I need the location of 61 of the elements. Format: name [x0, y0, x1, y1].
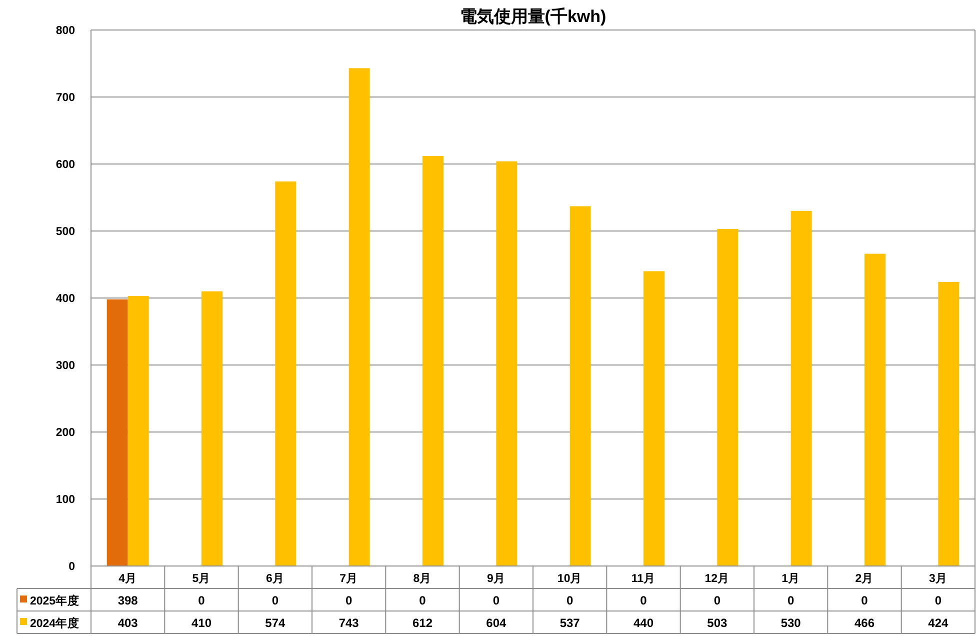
- y-tick-label: 800: [56, 25, 75, 37]
- x-tick-label: 2月: [855, 572, 874, 585]
- bar: [128, 296, 149, 566]
- x-tick-label: 12月: [704, 572, 730, 585]
- x-tick-label: 7月: [340, 572, 358, 585]
- data-label: 0: [419, 594, 426, 608]
- y-tick-label: 700: [56, 92, 75, 104]
- data-label: 537: [560, 616, 580, 630]
- legend-label: 2025年度: [30, 594, 80, 608]
- bar: [570, 206, 591, 566]
- data-label: 440: [633, 616, 654, 630]
- x-tick-label: 11月: [631, 572, 656, 585]
- data-label: 0: [272, 594, 279, 608]
- x-tick-label: 5月: [192, 572, 211, 585]
- data-label: 0: [492, 594, 500, 608]
- bar: [496, 161, 518, 566]
- x-tick-label: 9月: [486, 572, 506, 585]
- y-tick-label: 200: [56, 427, 75, 439]
- data-label: 403: [118, 616, 138, 630]
- bar: [422, 156, 444, 566]
- bar: [864, 254, 886, 566]
- legend-label: 2024年度: [30, 616, 80, 630]
- bar: [717, 228, 738, 566]
- bar: [790, 210, 812, 566]
- data-label: 530: [780, 616, 802, 630]
- x-tick-label: 8月: [413, 572, 432, 585]
- data-label: 0: [566, 594, 574, 608]
- y-tick-label: 300: [56, 360, 75, 372]
- chart-title: 電気使用量(千kwh): [460, 7, 606, 26]
- x-tick-label: 3月: [928, 572, 948, 585]
- y-tick-label: 400: [56, 293, 75, 305]
- data-label: 0: [934, 594, 942, 608]
- bar: [275, 181, 296, 566]
- data-label: 574: [265, 616, 286, 630]
- x-tick-label: 6月: [266, 572, 284, 585]
- y-tick-label: 600: [56, 159, 75, 171]
- bar: [106, 299, 128, 566]
- data-label: 0: [345, 594, 352, 608]
- bar: [348, 68, 370, 566]
- data-label: 0: [198, 594, 206, 608]
- x-tick-label: 4月: [118, 572, 138, 585]
- data-label: 410: [191, 616, 212, 630]
- data-label: 0: [787, 594, 794, 608]
- bar: [202, 291, 222, 566]
- data-label: 0: [640, 594, 648, 608]
- data-label: 0: [714, 594, 721, 608]
- data-label: 612: [412, 616, 433, 630]
- data-label: 604: [486, 616, 506, 630]
- data-label: 743: [338, 616, 360, 630]
- data-label: 503: [707, 616, 728, 630]
- data-label: 398: [118, 594, 138, 608]
- y-tick-label: 0: [68, 561, 75, 573]
- x-tick-label: 10月: [557, 572, 582, 585]
- data-label: 424: [928, 616, 948, 630]
- data-label: 0: [861, 594, 868, 608]
- y-tick-label: 500: [56, 226, 75, 238]
- y-tick-label: 100: [56, 494, 75, 506]
- x-tick-label: 1月: [782, 572, 800, 585]
- bar: [938, 282, 960, 566]
- bar: [644, 271, 664, 566]
- data-label: 466: [854, 616, 875, 630]
